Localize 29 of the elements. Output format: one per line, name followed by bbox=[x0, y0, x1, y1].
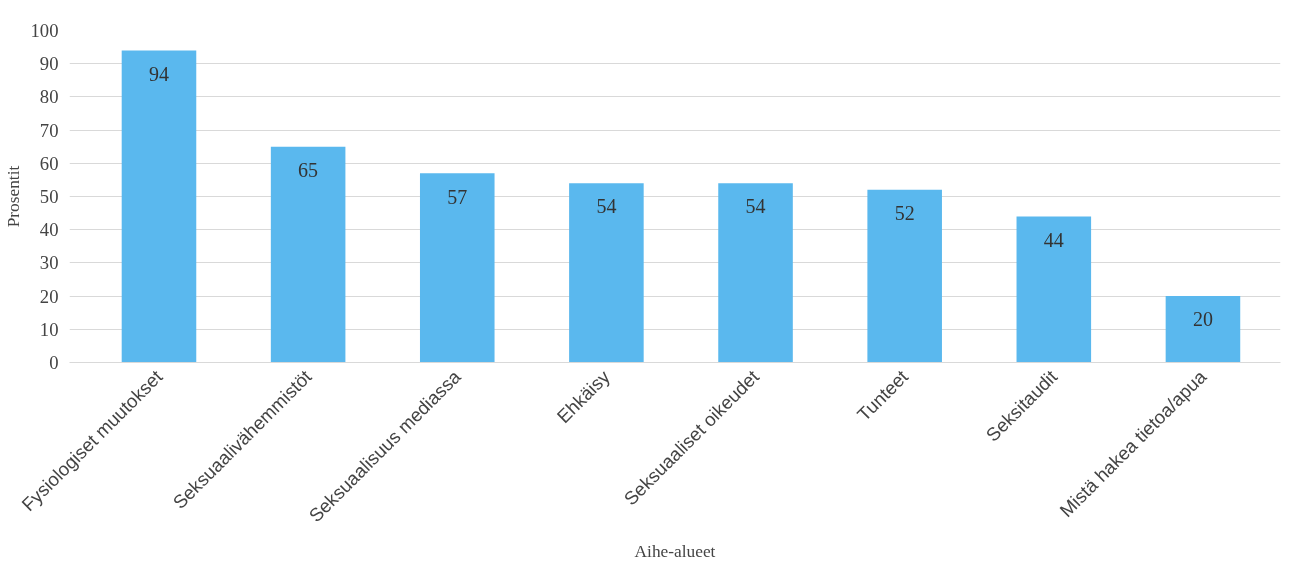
y-tick-label: 70 bbox=[39, 119, 59, 141]
data-label: 52 bbox=[894, 202, 915, 225]
data-label: 65 bbox=[298, 158, 319, 181]
y-tick-label: 50 bbox=[39, 186, 59, 207]
bar bbox=[121, 50, 197, 363]
y-tick-label: 30 bbox=[39, 252, 59, 274]
y-tick-label: 90 bbox=[39, 53, 59, 75]
data-label: 54 bbox=[745, 195, 766, 218]
bar bbox=[718, 183, 793, 363]
y-tick-label: 60 bbox=[39, 152, 59, 174]
bar bbox=[569, 183, 644, 363]
y-axis-title: Prosentit bbox=[3, 165, 23, 228]
y-tick-label: 100 bbox=[30, 20, 59, 41]
y-tick-label: 0 bbox=[49, 352, 59, 373]
bar bbox=[1016, 216, 1092, 363]
bar bbox=[419, 173, 495, 363]
bar bbox=[1165, 296, 1241, 363]
data-label: 94 bbox=[148, 62, 169, 85]
y-tick-label: 10 bbox=[39, 318, 59, 340]
data-label: 44 bbox=[1043, 228, 1064, 251]
data-label: 20 bbox=[1192, 308, 1213, 331]
x-axis-title: Aihe-alueet bbox=[634, 541, 716, 561]
data-label: 54 bbox=[596, 195, 617, 218]
y-tick-label: 20 bbox=[39, 285, 59, 307]
bar bbox=[270, 146, 346, 363]
y-tick-label: 80 bbox=[39, 86, 59, 108]
bar bbox=[867, 189, 942, 363]
data-label: 57 bbox=[447, 185, 468, 208]
y-tick-label: 40 bbox=[39, 219, 59, 241]
